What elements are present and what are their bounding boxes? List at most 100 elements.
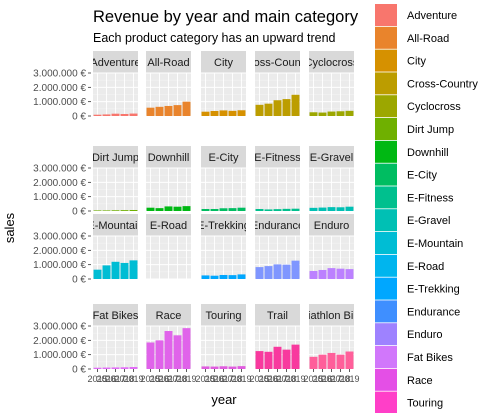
bar [282, 208, 291, 211]
legend-key [375, 300, 397, 323]
bar [173, 335, 182, 369]
legend-key [375, 323, 397, 346]
facet-strip-label: E-Fitness [254, 152, 301, 164]
bar [111, 210, 120, 211]
bar [182, 206, 191, 211]
bar [219, 208, 228, 211]
bar [146, 207, 155, 211]
facet-panel: Touring [201, 304, 246, 370]
bar [111, 113, 120, 116]
y-tick-label: 3.000.000 € [33, 232, 86, 243]
bar [237, 274, 246, 279]
facet-strip-label: City [214, 57, 233, 69]
bar [111, 261, 120, 279]
y-tick-label: 2.000.000 € [33, 246, 86, 257]
bar [228, 275, 237, 279]
legend-key [375, 4, 397, 26]
legend-label: Downhill [407, 147, 449, 159]
facet-strip [146, 304, 191, 326]
bar [291, 260, 300, 279]
bar [102, 210, 111, 211]
legend-item: All-Road [375, 26, 449, 49]
legend-key [375, 140, 397, 163]
bar [155, 340, 164, 369]
legend-label: Endurance [407, 306, 460, 318]
legend-item: City [375, 49, 426, 72]
x-tick-label: 2019 [339, 374, 359, 384]
legend-item: Adventure [375, 4, 457, 26]
y-tick-label: 1.000.000 € [33, 192, 86, 203]
facet-panel: E-Road [146, 214, 191, 280]
bar [102, 367, 111, 369]
bar [228, 208, 237, 211]
x-tick-label: 2015 [195, 374, 215, 384]
legend-key [375, 391, 397, 413]
bar [219, 274, 228, 279]
facet-panel: City [201, 51, 246, 117]
bar [155, 106, 164, 116]
bar [129, 209, 138, 211]
facet-panel: E-Trekking [201, 214, 246, 280]
bar [336, 268, 345, 279]
y-tick-label: 1.000.000 € [33, 97, 86, 108]
facet-panel: Fat Bikes [93, 304, 138, 370]
y-tick-label: 0 € [72, 207, 86, 218]
legend-key [375, 277, 397, 300]
facet-panel: All-Road [146, 51, 191, 117]
legend-item: Enduro [375, 323, 442, 346]
facet-strip [309, 146, 354, 168]
legend-item: Downhill [375, 140, 449, 163]
legend-item: E-Road [375, 254, 444, 277]
bar [93, 269, 102, 279]
legend-item: E-City [375, 163, 437, 186]
bar [201, 208, 210, 211]
facet-strip-label: Race [156, 310, 182, 322]
legend-label: Race [407, 375, 433, 387]
facet-strip-label: Dirt Jump [92, 152, 139, 164]
legend-label: Fat Bikes [407, 352, 453, 364]
bar [237, 207, 246, 211]
bar [291, 344, 300, 369]
bar [327, 352, 336, 369]
facet-strip-label: E-Road [150, 220, 187, 232]
bar [93, 210, 102, 211]
legend-key [375, 163, 397, 186]
facet-strip [93, 214, 138, 236]
facet-panel: Downhill [146, 146, 191, 212]
legend-label: E-Gravel [407, 215, 450, 227]
facet-strip [255, 51, 300, 73]
facet-strip-label: Cyclocross [305, 57, 359, 69]
bar [155, 208, 164, 211]
bar [120, 210, 129, 211]
x-tick-label: 2017 [158, 374, 178, 384]
bar [345, 269, 354, 279]
bar [264, 351, 273, 369]
bar [282, 99, 291, 116]
facet-strip-label: E-City [209, 152, 239, 164]
legend-key [375, 186, 397, 209]
bar [111, 367, 120, 369]
chart-title: Revenue by year and main category [93, 8, 359, 26]
facet-strip-label: Enduro [314, 220, 349, 232]
bar [146, 342, 155, 369]
facet-strip [146, 146, 191, 168]
bar [336, 207, 345, 211]
bar [255, 351, 264, 369]
x-tick-label: 2019 [231, 374, 251, 384]
bar [93, 367, 102, 369]
bar [273, 100, 282, 116]
bar [219, 110, 228, 116]
legend-key [375, 254, 397, 277]
facet-panels: Adventure All-Road City Cross-CountryCycloc… [92, 51, 359, 370]
y-tick-label: 0 € [72, 275, 86, 286]
facet-panel: E-City [201, 146, 246, 212]
legend-label: Dirt Jump [407, 124, 454, 136]
facet-strip [146, 51, 191, 73]
facet-strip-label: All-Road [147, 57, 189, 69]
bar [255, 104, 264, 116]
facet-strip [255, 304, 300, 326]
legend-label: All-Road [407, 33, 449, 45]
bar [309, 207, 318, 211]
y-axes: 0 € 1.000.000 € 2.000.000 € 3.000.000 € 0 € 1… [33, 69, 91, 376]
